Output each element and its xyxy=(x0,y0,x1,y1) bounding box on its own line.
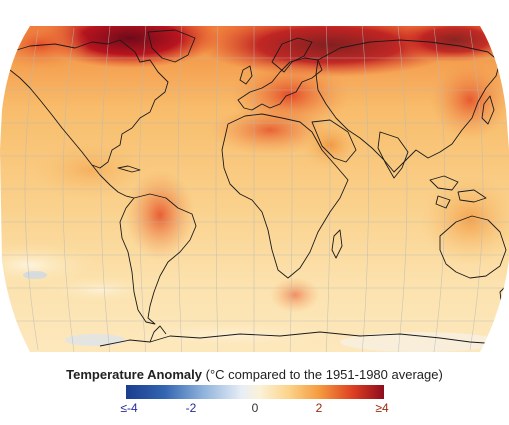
south-america-coastline xyxy=(119,193,197,325)
legend-color-bar xyxy=(126,385,384,399)
legend-tick-pos2: 2 xyxy=(315,401,323,415)
legend-title: Temperature Anomaly (°C compared to the … xyxy=(0,367,509,382)
arabia-coastline xyxy=(311,119,357,163)
legend-title-subtitle: (°C compared to the 1951-1980 average) xyxy=(205,367,443,382)
graticule xyxy=(0,26,509,352)
map-field xyxy=(0,26,509,352)
south-america-warm-area xyxy=(125,170,195,260)
coastlines xyxy=(9,29,509,347)
southern-ocean-cold-spot xyxy=(23,271,47,279)
world-map xyxy=(0,26,509,352)
greenland-coastline xyxy=(147,29,196,63)
australia-coastline xyxy=(439,215,507,279)
india-coastline xyxy=(377,131,409,179)
japan-coastline xyxy=(481,95,495,125)
legend-title-main: Temperature Anomaly xyxy=(66,367,202,382)
legend-gradient-fill xyxy=(126,385,384,399)
asia-coastline xyxy=(315,39,501,173)
europe-coastline xyxy=(237,57,323,111)
north-africa-warm-area xyxy=(210,105,330,155)
southern-ocean-cool-area xyxy=(40,275,160,305)
cuba-coastline xyxy=(117,165,141,173)
legend-ticks: ≤-4 -2 0 2 ≥4 xyxy=(0,401,509,421)
antarctic-peninsula-coastline xyxy=(149,325,167,343)
legend-tick-zero: 0 xyxy=(251,401,259,415)
south-atlantic-warm-spot xyxy=(270,277,320,313)
uk-coastline xyxy=(239,65,253,85)
scandinavia-coastline xyxy=(271,37,313,73)
southeast-asia-islands-coastline xyxy=(429,175,487,209)
africa-coastline xyxy=(221,113,349,279)
world-map-svg xyxy=(0,26,509,352)
antarctic-neutral-area xyxy=(340,332,500,352)
legend-tick-neg2: -2 xyxy=(185,401,197,415)
madagascar-coastline xyxy=(331,229,343,259)
legend-tick-min: ≤-4 xyxy=(120,401,138,415)
east-pacific-warm-area xyxy=(30,140,150,200)
central-america-coastline xyxy=(91,164,135,199)
siberia-arctic-hotspot xyxy=(200,26,460,77)
antarctic-cold-spot xyxy=(65,334,125,346)
legend-tick-max: ≥4 xyxy=(375,401,389,415)
north-america-coastline xyxy=(9,39,169,169)
